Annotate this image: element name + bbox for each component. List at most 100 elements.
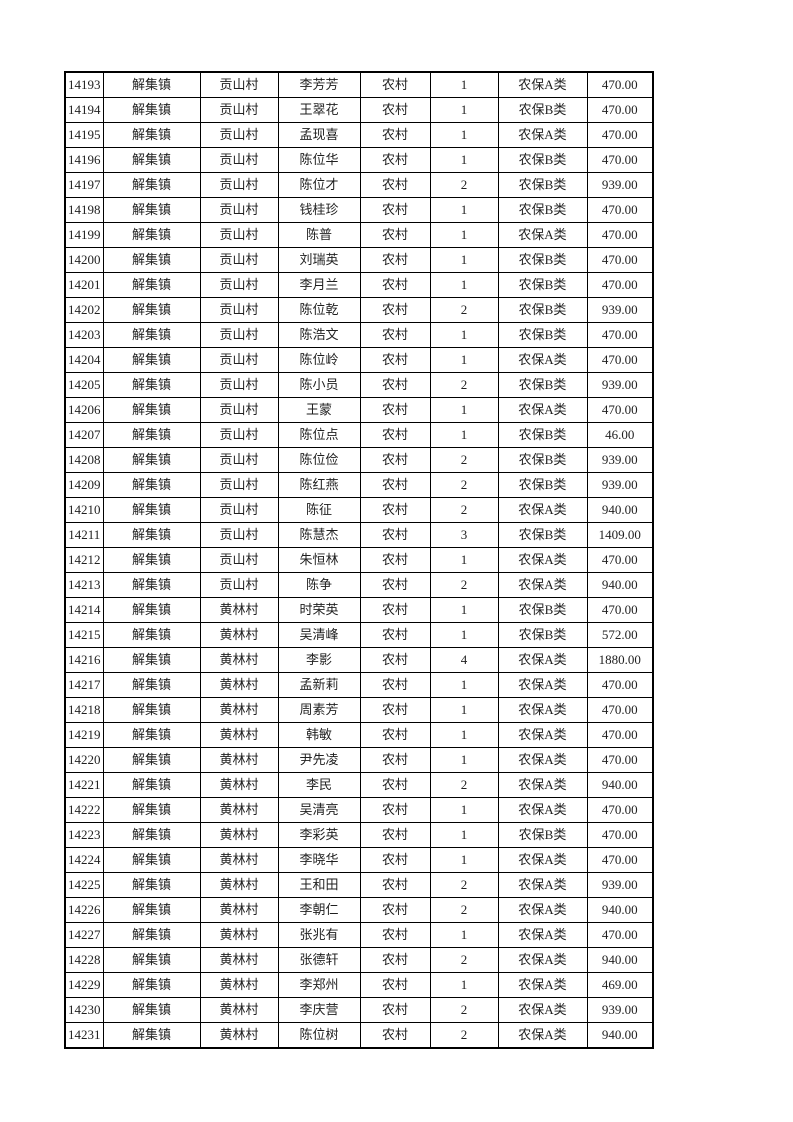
cell-amount: 939.00: [586, 172, 654, 198]
cell-town: 解集镇: [102, 172, 201, 198]
cell-amount: 470.00: [586, 272, 654, 298]
cell-amount: 940.00: [586, 897, 654, 923]
cell-scheme: 农保B类: [497, 372, 588, 398]
cell-persons: 1: [429, 597, 499, 623]
cell-village: 贡山村: [199, 372, 279, 398]
cell-name: 韩敏: [277, 722, 361, 748]
cell-village: 黄林村: [199, 722, 279, 748]
cell-persons: 1: [429, 247, 499, 273]
cell-amount: 1409.00: [586, 522, 654, 548]
cell-serial: 14216: [64, 647, 104, 673]
table-row: 14217 解集镇 黄林村 孟新莉 农村 1 农保A类 470.00: [64, 672, 654, 698]
cell-name: 陈浩文: [277, 322, 361, 348]
cell-town: 解集镇: [102, 997, 201, 1023]
table-row: 14208 解集镇 贡山村 陈位俭 农村 2 农保B类 939.00: [64, 447, 654, 473]
table-row: 14206 解集镇 贡山村 王蒙 农村 1 农保A类 470.00: [64, 397, 654, 423]
cell-village: 贡山村: [199, 71, 279, 98]
cell-amount: 469.00: [586, 972, 654, 998]
cell-category: 农村: [359, 97, 431, 123]
cell-category: 农村: [359, 822, 431, 848]
cell-village: 贡山村: [199, 572, 279, 598]
cell-category: 农村: [359, 672, 431, 698]
cell-village: 贡山村: [199, 547, 279, 573]
cell-town: 解集镇: [102, 822, 201, 848]
cell-serial: 14213: [64, 572, 104, 598]
cell-amount: 470.00: [586, 847, 654, 873]
cell-serial: 14222: [64, 797, 104, 823]
cell-serial: 14200: [64, 247, 104, 273]
cell-scheme: 农保B类: [497, 447, 588, 473]
cell-amount: 939.00: [586, 447, 654, 473]
cell-persons: 1: [429, 547, 499, 573]
cell-town: 解集镇: [102, 397, 201, 423]
cell-serial: 14226: [64, 897, 104, 923]
cell-category: 农村: [359, 947, 431, 973]
cell-scheme: 农保B类: [497, 197, 588, 223]
cell-name: 孟现喜: [277, 122, 361, 148]
cell-scheme: 农保A类: [497, 997, 588, 1023]
cell-scheme: 农保B类: [497, 97, 588, 123]
table-row: 14228 解集镇 黄林村 张德轩 农村 2 农保A类 940.00: [64, 947, 654, 973]
cell-village: 贡山村: [199, 472, 279, 498]
cell-serial: 14194: [64, 97, 104, 123]
cell-name: 陈普: [277, 222, 361, 248]
table-body: 14193 解集镇 贡山村 李芳芳 农村 1 农保A类 470.00 14194 解集镇 贡山村 王翠…: [64, 71, 654, 1049]
cell-persons: 1: [429, 197, 499, 223]
cell-serial: 14225: [64, 872, 104, 898]
cell-category: 农村: [359, 372, 431, 398]
cell-category: 农村: [359, 547, 431, 573]
cell-category: 农村: [359, 322, 431, 348]
cell-village: 黄林村: [199, 672, 279, 698]
cell-serial: 14208: [64, 447, 104, 473]
table-row: 14195 解集镇 贡山村 孟现喜 农村 1 农保A类 470.00: [64, 122, 654, 148]
table-row: 14211 解集镇 贡山村 陈慧杰 农村 3 农保B类 1409.00: [64, 522, 654, 548]
cell-name: 陈红燕: [277, 472, 361, 498]
cell-persons: 1: [429, 397, 499, 423]
cell-name: 李庆营: [277, 997, 361, 1023]
cell-scheme: 农保A类: [497, 922, 588, 948]
cell-amount: 470.00: [586, 747, 654, 773]
cell-name: 陈位岭: [277, 347, 361, 373]
cell-town: 解集镇: [102, 71, 201, 98]
cell-village: 黄林村: [199, 872, 279, 898]
cell-persons: 1: [429, 797, 499, 823]
table-row: 14218 解集镇 黄林村 周素芳 农村 1 农保A类 470.00: [64, 697, 654, 723]
cell-persons: 2: [429, 297, 499, 323]
cell-town: 解集镇: [102, 97, 201, 123]
cell-town: 解集镇: [102, 497, 201, 523]
cell-persons: 4: [429, 647, 499, 673]
cell-name: 时荣英: [277, 597, 361, 623]
cell-scheme: 农保B类: [497, 297, 588, 323]
cell-scheme: 农保A类: [497, 497, 588, 523]
cell-town: 解集镇: [102, 372, 201, 398]
cell-town: 解集镇: [102, 622, 201, 648]
cell-scheme: 农保A类: [497, 797, 588, 823]
cell-village: 贡山村: [199, 247, 279, 273]
cell-village: 黄林村: [199, 947, 279, 973]
cell-serial: 14228: [64, 947, 104, 973]
cell-amount: 470.00: [586, 97, 654, 123]
cell-name: 王翠花: [277, 97, 361, 123]
cell-persons: 2: [429, 372, 499, 398]
table-row: 14220 解集镇 黄林村 尹先凌 农村 1 农保A类 470.00: [64, 747, 654, 773]
cell-persons: 2: [429, 897, 499, 923]
cell-amount: 470.00: [586, 347, 654, 373]
table-row: 14212 解集镇 贡山村 朱恒林 农村 1 农保A类 470.00: [64, 547, 654, 573]
cell-category: 农村: [359, 71, 431, 98]
cell-village: 黄林村: [199, 922, 279, 948]
cell-name: 李晓华: [277, 847, 361, 873]
cell-category: 农村: [359, 297, 431, 323]
cell-name: 陈位乾: [277, 297, 361, 323]
cell-town: 解集镇: [102, 672, 201, 698]
cell-category: 农村: [359, 847, 431, 873]
cell-amount: 470.00: [586, 722, 654, 748]
cell-category: 农村: [359, 172, 431, 198]
cell-category: 农村: [359, 447, 431, 473]
cell-category: 农村: [359, 597, 431, 623]
cell-village: 贡山村: [199, 497, 279, 523]
cell-scheme: 农保B类: [497, 422, 588, 448]
cell-serial: 14201: [64, 272, 104, 298]
cell-persons: 1: [429, 697, 499, 723]
cell-village: 贡山村: [199, 347, 279, 373]
